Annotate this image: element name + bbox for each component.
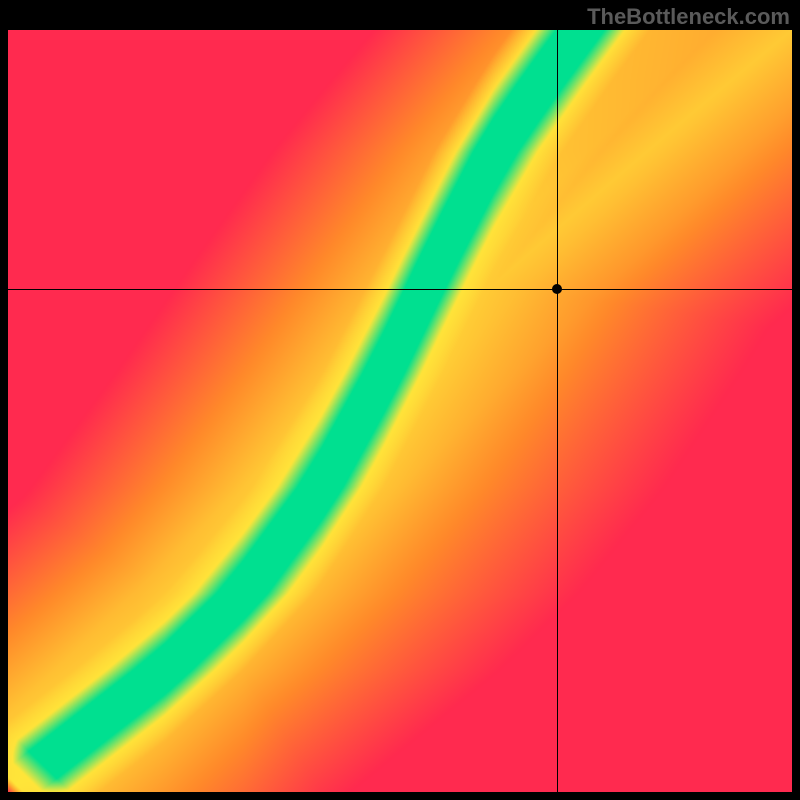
crosshair-horizontal <box>8 289 792 290</box>
crosshair-marker <box>552 284 562 294</box>
crosshair-vertical <box>557 30 558 792</box>
chart-container: TheBottleneck.com <box>0 0 800 800</box>
attribution-text: TheBottleneck.com <box>587 4 790 30</box>
bottleneck-heatmap <box>8 30 792 792</box>
